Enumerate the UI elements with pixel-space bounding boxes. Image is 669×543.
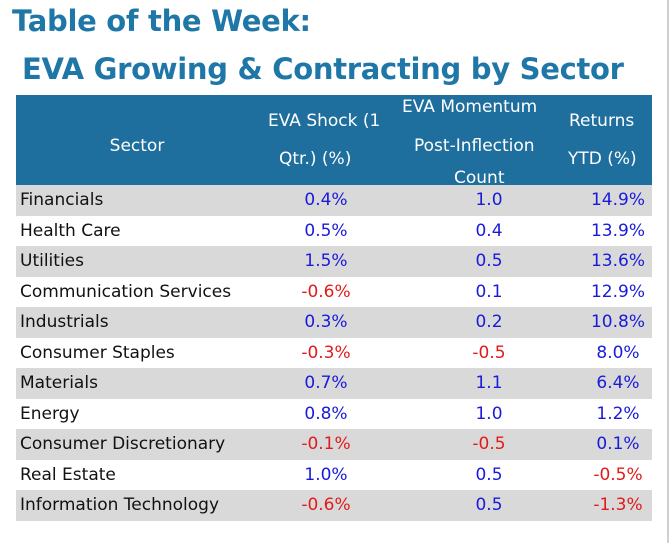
header-mom-line1: EVA Momentum	[402, 97, 538, 117]
eva-momentum-cell: 0.2	[475, 312, 503, 333]
header-returns: Returns YTD (%)	[564, 95, 650, 185]
returns-cell: -0.5%	[593, 464, 643, 485]
header-mom-line3: Count	[454, 168, 505, 188]
eva-shock-cell: 0.5%	[304, 220, 348, 241]
sector-cell: Industrials	[20, 312, 109, 333]
eva-momentum-cell: 1.0	[475, 190, 503, 211]
table-row: Health Care 0.5% 0.4 13.9%	[16, 216, 652, 247]
eva-momentum-cell: 0.4	[475, 220, 503, 241]
eva-shock-cell: 0.3%	[304, 312, 348, 333]
header-eva-momentum: EVA Momentum Post-Inflection Count	[401, 95, 573, 188]
returns-cell: 10.8%	[590, 312, 645, 333]
returns-cell: -1.3%	[593, 495, 643, 516]
table-row: Industrials 0.3% 0.2 10.8%	[16, 307, 652, 338]
table-row: Consumer Staples -0.3% -0.5 8.0%	[16, 338, 652, 369]
header-shock-line2: Qtr.) (%)	[279, 149, 352, 169]
sector-table: Sector EVA Shock (1 Qtr.) (%) EVA Moment…	[16, 95, 652, 521]
sector-cell: Information Technology	[20, 495, 220, 516]
header-mom-line2: Post-Inflection	[414, 136, 535, 156]
eva-shock-cell: -0.3%	[301, 342, 351, 363]
table-row: Utilities 1.5% 0.5 13.6%	[16, 246, 652, 277]
sector-cell: Energy	[20, 403, 80, 424]
sector-cell: Financials	[20, 190, 104, 211]
header-shock-line1: EVA Shock (1	[268, 111, 381, 131]
eva-momentum-cell: 0.5	[475, 464, 503, 485]
page-edge-line	[667, 0, 669, 543]
header-sector-label: Sector	[109, 136, 165, 156]
sector-cell: Consumer Staples	[20, 342, 175, 363]
sector-cell: Health Care	[20, 220, 121, 241]
sector-cell: Consumer Discretionary	[20, 434, 226, 455]
header-returns-line1: Returns	[569, 111, 635, 131]
eva-momentum-cell: 1.1	[475, 373, 503, 394]
header-returns-line2: YTD (%)	[568, 149, 637, 169]
table-row: Energy 0.8% 1.0 1.2%	[16, 399, 652, 430]
eva-shock-cell: 0.8%	[304, 403, 348, 424]
eva-momentum-cell: 0.1	[475, 281, 503, 302]
sector-cell: Utilities	[20, 251, 84, 272]
table-row: Information Technology -0.6% 0.5 -1.3%	[16, 490, 652, 521]
page-title-line1: Table of the Week:	[12, 4, 311, 38]
returns-cell: 14.9%	[590, 190, 645, 211]
sector-cell: Communication Services	[20, 281, 232, 302]
table-row: Financials 0.4% 1.0 14.9%	[16, 185, 652, 216]
returns-cell: 1.2%	[596, 403, 640, 424]
table-row: Consumer Discretionary -0.1% -0.5 0.1%	[16, 429, 652, 460]
eva-shock-cell: 0.4%	[304, 190, 348, 211]
eva-shock-cell: 1.5%	[304, 251, 348, 272]
table-row: Materials 0.7% 1.1 6.4%	[16, 368, 652, 399]
eva-shock-cell: -0.6%	[301, 495, 351, 516]
header-sector: Sector	[16, 95, 258, 185]
table-header: Sector EVA Shock (1 Qtr.) (%) EVA Moment…	[16, 95, 652, 188]
eva-momentum-cell: 1.0	[475, 403, 503, 424]
sector-cell: Real Estate	[20, 464, 116, 485]
eva-momentum-cell: -0.5	[472, 434, 506, 455]
page-title-line2: EVA Growing & Contracting by Sector	[22, 52, 624, 86]
eva-momentum-cell: 0.5	[475, 495, 503, 516]
table-row: Real Estate 1.0% 0.5 -0.5%	[16, 460, 652, 491]
eva-shock-cell: 1.0%	[304, 464, 348, 485]
eva-shock-cell: -0.6%	[301, 281, 351, 302]
eva-shock-cell: 0.7%	[304, 373, 348, 394]
table-row: Communication Services -0.6% 0.1 12.9%	[16, 277, 652, 308]
eva-momentum-cell: 0.5	[475, 251, 503, 272]
returns-cell: 6.4%	[596, 373, 640, 394]
returns-cell: 13.6%	[590, 251, 645, 272]
eva-shock-cell: -0.1%	[301, 434, 351, 455]
returns-cell: 0.1%	[596, 434, 640, 455]
returns-cell: 13.9%	[590, 220, 645, 241]
sector-cell: Materials	[20, 373, 98, 394]
table-body: Financials 0.4% 1.0 14.9% Health Care 0.5% 0.4…	[16, 185, 652, 521]
eva-momentum-cell: -0.5	[472, 342, 506, 363]
header-eva-shock: EVA Shock (1 Qtr.) (%)	[258, 95, 426, 185]
returns-cell: 12.9%	[590, 281, 645, 302]
returns-cell: 8.0%	[596, 342, 640, 363]
